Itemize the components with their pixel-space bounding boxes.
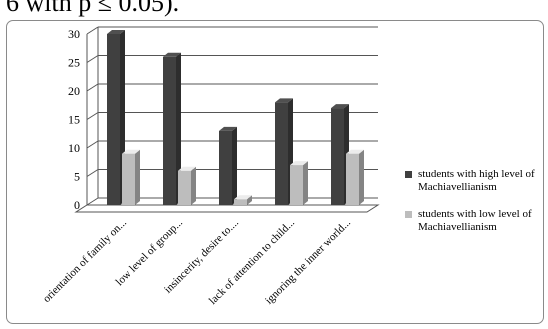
bar-top	[275, 98, 293, 103]
bar-high-2	[219, 126, 237, 205]
bar-front	[275, 102, 288, 205]
gridline-diag	[86, 112, 99, 120]
bar-low-2	[234, 195, 252, 205]
bar-front	[290, 165, 303, 205]
bar-low-0	[122, 149, 140, 205]
bar-top	[234, 195, 252, 200]
y-tick-label: 25	[68, 56, 80, 70]
bar-high-1	[163, 52, 181, 205]
legend: students with high level of Machiavellia…	[405, 168, 547, 234]
bar-front	[234, 199, 247, 205]
y-tick-label: 20	[68, 84, 80, 98]
category-label-0: orientation of family on...	[41, 216, 130, 305]
bar-top	[290, 161, 308, 166]
legend-item-low: students with low level of Machiavellian…	[405, 208, 547, 234]
bar-side	[191, 166, 196, 205]
y-tick-label: 0	[74, 198, 80, 212]
chart-frame	[6, 20, 544, 324]
bar-side	[176, 52, 181, 205]
y-tick-layer: 0 5 10 15 20 25 30	[68, 27, 80, 212]
bar-top	[219, 126, 237, 131]
top-text-fragment: 6 with p ≤ 0.05).	[6, 0, 180, 17]
bar-low-1	[178, 166, 196, 205]
gridline-diag	[86, 55, 99, 63]
bar-top	[163, 52, 181, 57]
y-tick-label: 10	[68, 141, 80, 155]
bar-side	[359, 149, 364, 205]
category-label-layer: orientation of family on...low level of …	[41, 216, 354, 307]
legend-swatch-low	[405, 211, 412, 218]
bar-top	[346, 149, 364, 154]
bar-top	[331, 104, 349, 109]
gridline-diag	[86, 26, 99, 35]
bar-front	[219, 130, 232, 205]
bar-side	[303, 161, 308, 205]
y-tick-label: 5	[74, 170, 80, 184]
bar-front	[163, 56, 176, 205]
legend-swatch-high	[405, 171, 412, 178]
gridline-diag	[86, 140, 99, 149]
bar-side	[135, 149, 140, 205]
bar-side	[247, 195, 252, 205]
bar-low-4	[346, 149, 364, 205]
floor-plane	[74, 204, 380, 213]
bar-front	[107, 34, 120, 205]
bar-top	[178, 166, 196, 171]
bar-front	[346, 153, 359, 205]
bar-front	[178, 170, 191, 205]
bar-top	[122, 149, 140, 154]
bar-low-3	[290, 161, 308, 205]
legend-label-low: students with low level of Machiavellian…	[418, 208, 532, 233]
bar-top	[107, 30, 125, 34]
bar-side	[232, 126, 237, 205]
legend-item-high: students with high level of Machiavellia…	[405, 168, 547, 194]
bar-front	[122, 153, 135, 205]
bar-layer	[107, 30, 364, 205]
gridline-diag	[86, 83, 99, 92]
gridline-diag	[86, 197, 99, 206]
legend-label-high: students with high level of Machiavellia…	[418, 168, 535, 193]
gridline-diag	[86, 169, 99, 177]
y-tick-label: 15	[68, 113, 80, 127]
bar-front	[331, 108, 344, 205]
y-tick-label: 30	[68, 27, 80, 41]
